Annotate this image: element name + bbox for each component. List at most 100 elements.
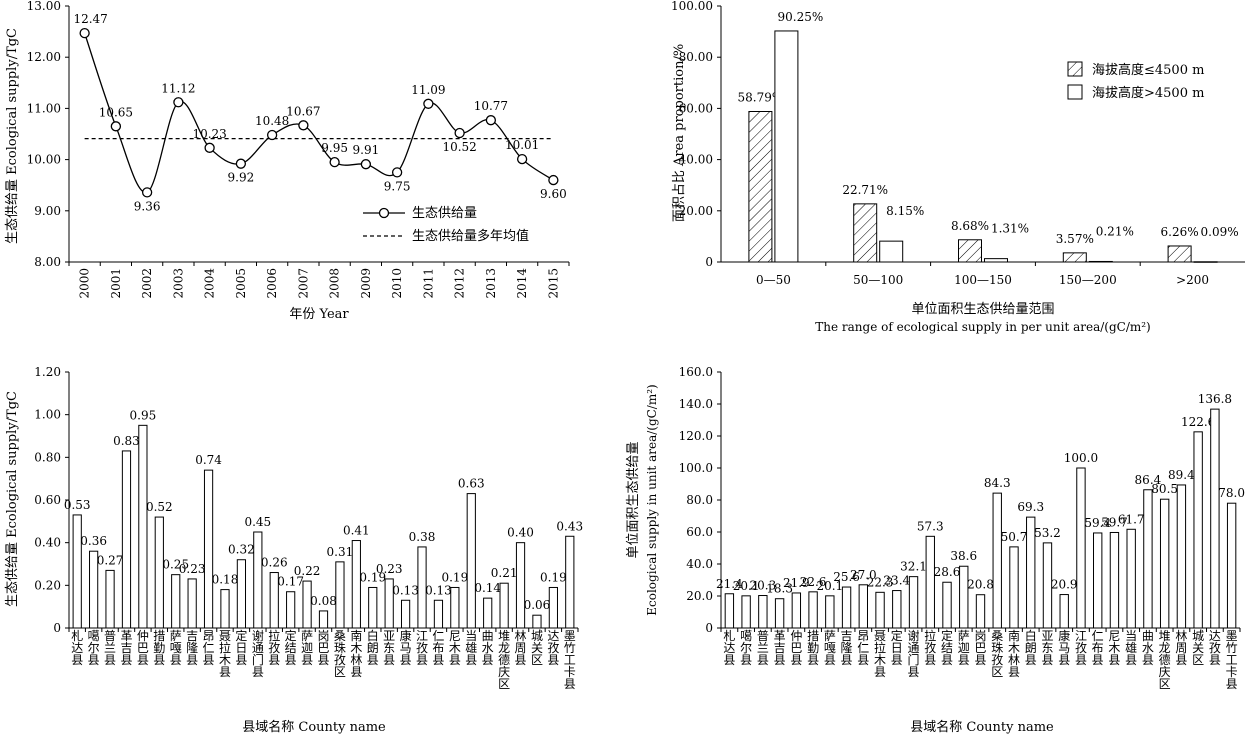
y-tick-label: 40.0 xyxy=(686,557,713,571)
bar-label: 0.08 xyxy=(310,594,337,608)
x-tick-label: 林周县 xyxy=(515,629,527,667)
bar xyxy=(368,586,378,629)
y-tick-label: 0 xyxy=(53,621,61,635)
bar xyxy=(741,595,751,629)
x-tick-label: >200 xyxy=(1176,273,1209,287)
x-tick-label: 2000 xyxy=(78,268,92,299)
data-label: 9.92 xyxy=(228,171,255,185)
bar-label: 0.26 xyxy=(261,556,288,570)
bar xyxy=(1176,484,1187,629)
x-tick-label: 2006 xyxy=(265,268,279,299)
x-tick-label: 当雄县 xyxy=(465,629,477,667)
y-tick-label: 0.80 xyxy=(34,450,61,464)
bar-label: 0.32 xyxy=(228,543,255,557)
y-tick-label: 80.00 xyxy=(679,50,713,64)
bar xyxy=(286,591,296,629)
x-tick-label: 50—100 xyxy=(853,273,903,287)
x-tick-label: 定日县 xyxy=(891,628,903,667)
bar-label: 6.26% xyxy=(1161,225,1199,239)
bar xyxy=(72,514,82,629)
data-label: 10.52 xyxy=(442,140,476,154)
bar-label: 58.79% xyxy=(738,90,784,104)
bar-label: 0.27 xyxy=(97,553,124,567)
x-tick-label: 2003 xyxy=(171,268,185,299)
bar-label: 0.19 xyxy=(359,570,386,584)
x-axis-title-english: The range of ecological supply in per un… xyxy=(815,320,1150,334)
y-tick-label: 0 xyxy=(705,621,713,635)
bar-label: 100.0 xyxy=(1064,451,1098,465)
x-tick-label: 墨竹工卡县 xyxy=(564,629,576,691)
x-tick-label: 2013 xyxy=(484,268,498,299)
legend: 生态供给量 生态供给量多年均值 xyxy=(363,206,529,244)
bar-label: 89.4 xyxy=(1168,468,1195,482)
bar-label: 8.68% xyxy=(951,219,989,233)
bar xyxy=(450,586,460,629)
x-tick-label: 堆龙德庆区 xyxy=(1159,629,1171,691)
data-point xyxy=(391,167,403,178)
y-tick-label: 8.00 xyxy=(34,255,61,269)
bar-label: 0.13 xyxy=(392,583,419,597)
x-tick-label: 2008 xyxy=(328,268,342,299)
bar-label: 80.5 xyxy=(1151,482,1178,496)
bar-label: 21.4 xyxy=(716,577,743,591)
x-tick-label: 普兰县 xyxy=(104,629,116,667)
bar-label: 22.6 xyxy=(800,575,827,589)
bar xyxy=(236,559,247,629)
y-tick-label: 60.0 xyxy=(686,525,713,539)
x-tick-label: 噶尔县 xyxy=(740,629,752,667)
x-tick-label: 曲水县 xyxy=(1142,629,1154,667)
data-label: 10.23 xyxy=(192,127,226,141)
x-tick-label: 尼木县 xyxy=(449,629,461,667)
y-tick-label: 60.00 xyxy=(679,101,713,115)
bar-label: 0.09% xyxy=(1201,225,1239,239)
bar-label: 8.15% xyxy=(886,204,924,218)
x-tick-label: 白朗县 xyxy=(1025,628,1037,667)
y-axis-title-english: Ecological supply in unit area/(gC/m²) xyxy=(645,384,659,615)
bar xyxy=(1159,498,1170,629)
data-label: 9.75 xyxy=(384,179,411,193)
bar xyxy=(875,591,885,629)
x-tick-label: 定结县 xyxy=(285,628,297,667)
bar xyxy=(942,581,952,629)
bar-label: 28.6 xyxy=(934,565,961,579)
x-tick-label: 康马县 xyxy=(400,628,412,667)
bar-label: 32.1 xyxy=(900,560,927,574)
bar-label: 0.74 xyxy=(195,453,222,467)
bar-label: 0.23 xyxy=(376,562,403,576)
x-tick-label: 城关区 xyxy=(1192,629,1204,667)
bar-label: 0.18 xyxy=(212,573,239,587)
bar xyxy=(105,569,115,629)
y-axis-title: 生态供给量 Ecological supply/TgC xyxy=(5,28,20,244)
x-tick-label: 普兰县 xyxy=(757,629,769,667)
x-tick-label: 南木林县 xyxy=(1008,628,1020,679)
bar xyxy=(89,550,99,629)
bar-low-altitude xyxy=(1062,252,1087,263)
bar xyxy=(1026,516,1036,629)
x-tick-label: 150—200 xyxy=(1059,273,1117,287)
data-point xyxy=(516,153,528,165)
y-tick-label: 100.00 xyxy=(671,0,713,13)
data-label: 9.95 xyxy=(321,141,348,155)
bar xyxy=(808,591,818,629)
bar-label: 20.8 xyxy=(967,578,994,592)
bar xyxy=(138,424,148,629)
data-point xyxy=(173,97,184,108)
bar-label: 25.6 xyxy=(833,570,860,584)
bar xyxy=(1210,408,1220,629)
bar xyxy=(532,614,542,629)
bar-label: 78.0 xyxy=(1218,486,1245,500)
bar-label: 0.43 xyxy=(556,519,583,533)
bar-label: 1.31% xyxy=(991,222,1029,236)
data-point xyxy=(79,27,90,39)
x-tick-label: 江孜县 xyxy=(416,629,428,667)
bar-label: 61.7 xyxy=(1118,512,1145,526)
data-label: 10.01 xyxy=(505,138,539,152)
bar-high-altitude xyxy=(984,258,1008,263)
y-tick-label: 0 xyxy=(705,255,713,269)
x-tick-label: 南木林县 xyxy=(350,628,362,679)
bar-label: 0.21 xyxy=(491,566,518,580)
x-tick-label: 革吉县 xyxy=(120,629,132,667)
x-tick-label: 桑珠孜区 xyxy=(334,629,346,679)
x-tick-label: 2001 xyxy=(109,268,123,299)
y-tick-label: 140.0 xyxy=(679,397,713,411)
